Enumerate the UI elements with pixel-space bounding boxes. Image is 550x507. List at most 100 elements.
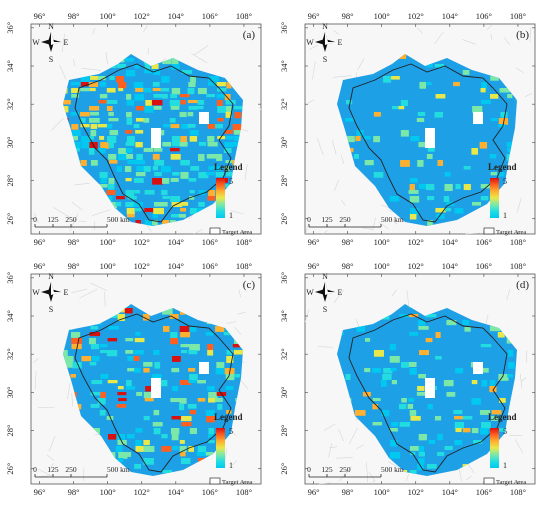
scale-bar: 0 125 250 500 km bbox=[33, 215, 130, 228]
x-tick-top: 98° bbox=[68, 261, 80, 271]
legend-max-label: 5 bbox=[229, 177, 233, 186]
scale-label: 125 bbox=[321, 465, 333, 474]
y-tick-label: 30° bbox=[279, 136, 289, 148]
legend-title: Legend bbox=[488, 162, 517, 172]
x-tick-bottom: 98° bbox=[68, 487, 80, 497]
y-tick-label: 28° bbox=[279, 425, 289, 437]
map-panel: 96° 96° 98° 98° 100° 100° 102° 102° 104° 104° 106°… bbox=[5, 11, 262, 247]
x-tick-top: 104° bbox=[168, 261, 184, 271]
x-tick-top: 100° bbox=[100, 261, 116, 271]
compass-east: E bbox=[338, 38, 343, 47]
compass-west: W bbox=[306, 288, 314, 297]
x-tick-bottom: 108° bbox=[236, 487, 252, 497]
y-tick-label: 26° bbox=[279, 463, 289, 475]
scale-label: 125 bbox=[321, 215, 333, 224]
compass-west: W bbox=[32, 38, 40, 47]
target-area-boundary bbox=[348, 313, 508, 473]
legend: Legend 5 1 Target Area bbox=[483, 412, 526, 486]
compass-north: N bbox=[322, 272, 328, 281]
x-tick-bottom: 102° bbox=[134, 487, 150, 497]
scale-label: 500 km bbox=[107, 465, 130, 474]
panel-label: (c) bbox=[243, 279, 256, 291]
compass-west: W bbox=[32, 288, 40, 297]
x-tick-top: 106° bbox=[476, 261, 492, 271]
scale-label: 0 bbox=[33, 215, 37, 224]
y-tick-label: 34° bbox=[5, 60, 15, 72]
x-tick-top: 106° bbox=[202, 11, 218, 21]
target-area-swatch bbox=[209, 227, 221, 235]
compass-south: S bbox=[323, 305, 327, 314]
map-panel: 96° 96° 98° 98° 100° 100° 102° 102° 104° 104° 106°… bbox=[279, 11, 536, 247]
x-tick-bottom: 98° bbox=[68, 237, 80, 247]
legend: Legend 5 1 Target Area bbox=[209, 412, 252, 486]
scale-label: 0 bbox=[307, 465, 311, 474]
x-tick-bottom: 100° bbox=[374, 237, 390, 247]
x-tick-bottom: 104° bbox=[168, 237, 184, 247]
x-tick-bottom: 96° bbox=[34, 487, 46, 497]
legend-title: Legend bbox=[214, 162, 243, 172]
y-tick-label: 30° bbox=[279, 386, 289, 398]
x-tick-top: 98° bbox=[342, 11, 354, 21]
legend-min-label: 1 bbox=[503, 211, 507, 220]
x-tick-top: 102° bbox=[134, 11, 150, 21]
legend-min-label: 1 bbox=[229, 211, 233, 220]
legend-max-label: 5 bbox=[503, 427, 507, 436]
scale-label: 500 km bbox=[107, 215, 130, 224]
target-area-boundary bbox=[74, 313, 234, 473]
legend-target-area-label: Target Area bbox=[222, 229, 252, 236]
x-tick-top: 96° bbox=[34, 11, 46, 21]
x-tick-top: 100° bbox=[374, 11, 390, 21]
compass-west: W bbox=[306, 38, 314, 47]
compass-rose-icon bbox=[41, 282, 61, 302]
compass-south: S bbox=[49, 55, 53, 64]
legend-target-area-label: Target Area bbox=[496, 479, 526, 486]
x-tick-top: 106° bbox=[476, 11, 492, 21]
compass-east: E bbox=[64, 38, 69, 47]
x-tick-top: 104° bbox=[442, 11, 458, 21]
scale-label: 250 bbox=[65, 215, 77, 224]
legend-colorbar bbox=[490, 178, 499, 218]
x-tick-top: 108° bbox=[236, 261, 252, 271]
compass-south: S bbox=[323, 55, 327, 64]
x-tick-bottom: 102° bbox=[134, 237, 150, 247]
y-tick-label: 32° bbox=[5, 98, 15, 110]
legend-target-area-label: Target Area bbox=[496, 229, 526, 236]
x-tick-bottom: 96° bbox=[34, 237, 46, 247]
x-tick-top: 100° bbox=[374, 261, 390, 271]
compass-east: E bbox=[338, 288, 343, 297]
compass-north: N bbox=[48, 272, 54, 281]
x-tick-bottom: 102° bbox=[408, 487, 424, 497]
x-tick-bottom: 108° bbox=[510, 237, 526, 247]
y-tick-label: 36° bbox=[5, 22, 15, 34]
x-tick-top: 104° bbox=[168, 11, 184, 21]
y-tick-label: 28° bbox=[5, 425, 15, 437]
scale-label: 500 km bbox=[381, 215, 404, 224]
compass-rose-icon bbox=[315, 282, 335, 302]
x-tick-top: 106° bbox=[202, 261, 218, 271]
scale-bar: 0 125 250 500 km bbox=[307, 465, 404, 478]
x-tick-top: 108° bbox=[510, 261, 526, 271]
legend-min-label: 1 bbox=[503, 461, 507, 470]
y-tick-label: 28° bbox=[5, 175, 15, 187]
x-tick-top: 100° bbox=[100, 11, 116, 21]
x-tick-bottom: 106° bbox=[476, 487, 492, 497]
compass-rose-icon bbox=[315, 32, 335, 52]
y-tick-label: 28° bbox=[279, 175, 289, 187]
y-tick-label: 36° bbox=[5, 272, 15, 284]
scale-label: 125 bbox=[47, 215, 59, 224]
x-tick-bottom: 98° bbox=[342, 487, 354, 497]
legend: Legend 5 1 Target Area bbox=[209, 162, 252, 236]
target-area-swatch bbox=[483, 227, 495, 235]
x-tick-bottom: 102° bbox=[408, 237, 424, 247]
x-tick-top: 102° bbox=[408, 11, 424, 21]
panel-label: (d) bbox=[516, 279, 529, 291]
legend-min-label: 1 bbox=[229, 461, 233, 470]
scale-bar: 0 125 250 500 km bbox=[307, 215, 404, 228]
target-area-boundary bbox=[348, 63, 508, 223]
y-tick-label: 32° bbox=[5, 348, 15, 360]
y-tick-label: 26° bbox=[5, 213, 15, 225]
y-tick-label: 32° bbox=[279, 348, 289, 360]
y-tick-label: 32° bbox=[279, 98, 289, 110]
scale-label: 125 bbox=[47, 465, 59, 474]
target-area-swatch bbox=[209, 477, 221, 485]
